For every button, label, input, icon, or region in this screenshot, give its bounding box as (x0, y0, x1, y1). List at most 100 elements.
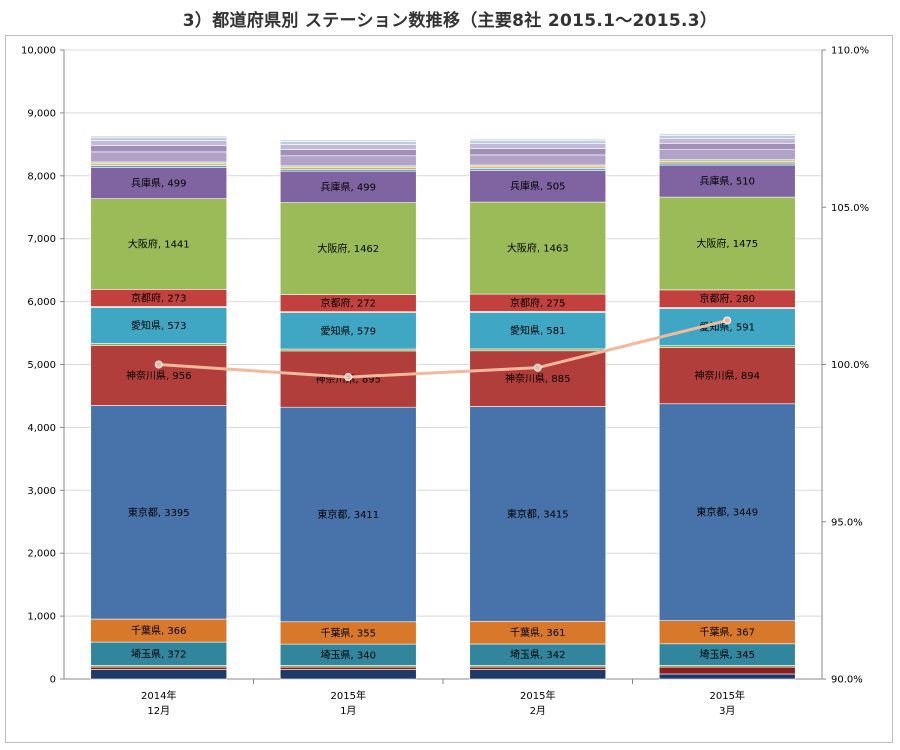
data-label: 埼玉県, 342 (510, 648, 565, 661)
bar-segment-other (658, 133, 796, 136)
bar-segment-other (90, 145, 228, 153)
bar-segment-other (469, 143, 607, 149)
bar-segment-other (658, 149, 796, 160)
x-tick-label: 2015年 (331, 689, 366, 702)
bar-segment-other (279, 669, 417, 680)
chart-title: 3）都道府県別 ステーション数推移（主要8社 2015.1〜2015.3） (182, 11, 718, 31)
bar-segment-other (658, 666, 796, 675)
bar-segment-大阪府 (658, 196, 796, 291)
bar-segment-愛知県 (469, 312, 607, 350)
data-label: 神奈川県, 956 (126, 369, 191, 382)
bar-segment-愛知県 (90, 307, 228, 344)
y-tick-label: 1,000 (27, 612, 56, 623)
bar-segment-other (90, 135, 228, 139)
bar-segment-other (469, 669, 607, 680)
data-label: 愛知県, 579 (321, 324, 376, 337)
data-label: 埼玉県, 345 (700, 648, 755, 661)
y-tick-label: 9,000 (27, 108, 56, 119)
bar-segment-other (658, 143, 796, 150)
y2-tick-label: 95.0% (831, 517, 863, 528)
bar-segment-大阪府 (90, 198, 228, 290)
line-point (344, 373, 353, 382)
data-label: 千葉県, 366 (131, 624, 186, 637)
x-tick-label: 2015年 (520, 689, 555, 702)
line-series (158, 319, 728, 379)
data-label: 千葉県, 361 (510, 626, 565, 639)
bar-segment-東京都 (279, 406, 417, 623)
bar-segment-東京都 (469, 406, 607, 622)
y2-tick-label: 105.0% (831, 203, 869, 214)
y-tick-label: 5,000 (27, 360, 56, 371)
line-point (154, 360, 163, 369)
bar-segment-other (279, 141, 417, 145)
bar-segment-other (469, 154, 607, 166)
y2-tick-label: 100.0% (831, 360, 869, 371)
y-tick-label: 10,000 (21, 46, 56, 57)
bar-segment-other (469, 138, 607, 142)
y-tick-label: 2,000 (27, 549, 56, 560)
bar-segment-愛知県 (658, 308, 796, 346)
bar-segment-兵庫県 (658, 164, 796, 198)
y2-tick-label: 110.0% (831, 46, 869, 57)
data-label: 大阪府, 1475 (696, 237, 758, 250)
y-tick-label: 6,000 (27, 297, 56, 308)
x-tick-label: 2014年 (141, 689, 176, 702)
bar-segment-other (279, 149, 417, 157)
bar-segment-東京都 (90, 405, 228, 620)
x-tick-label: 2月 (530, 705, 546, 717)
y-tick-label: 0 (50, 675, 56, 686)
data-label: 東京都, 3411 (317, 508, 379, 521)
bar-segment-other (279, 139, 417, 142)
y2-tick-label: 90.0% (831, 675, 863, 686)
line-point (533, 363, 542, 372)
bar-segment-神奈川県 (90, 345, 228, 406)
data-label: 大阪府, 1462 (317, 242, 379, 255)
data-label: 神奈川県, 894 (695, 369, 760, 382)
data-label: 埼玉県, 340 (321, 648, 376, 661)
data-label: 京都府, 280 (700, 292, 755, 305)
data-label: 大阪府, 1463 (507, 242, 569, 255)
bar-segment-other (90, 137, 228, 141)
bar-segment-other (90, 669, 228, 680)
data-label: 東京都, 3449 (696, 506, 758, 519)
y-tick-label: 3,000 (27, 486, 56, 497)
bar-segment-other (658, 138, 796, 144)
bar-segment-other (90, 666, 228, 670)
bar-segment-other (279, 666, 417, 670)
bar-segment-other (658, 135, 796, 139)
bar-segment-other (279, 144, 417, 150)
bar-segment-大阪府 (279, 202, 417, 295)
data-label: 兵庫県, 499 (131, 177, 186, 190)
y-tick-label: 7,000 (27, 234, 56, 245)
bar-segment-神奈川県 (469, 350, 607, 407)
bar-segment-other (90, 140, 228, 146)
data-label: 兵庫県, 499 (321, 180, 376, 193)
data-label: 千葉県, 355 (321, 626, 376, 639)
data-label: 東京都, 3395 (128, 506, 190, 519)
data-label: 愛知県, 581 (510, 324, 565, 337)
bar-segment-other (469, 666, 607, 670)
data-label: 愛知県, 573 (131, 319, 186, 332)
data-label: 兵庫県, 505 (510, 180, 565, 193)
y-tick-label: 4,000 (27, 423, 56, 434)
bar-segment-other (658, 673, 796, 680)
data-label: 兵庫県, 510 (700, 175, 755, 188)
bar-segment-other (279, 155, 417, 167)
bar-segment-兵庫県 (279, 170, 417, 203)
x-tick-label: 2015年 (710, 689, 745, 702)
data-label: 東京都, 3415 (507, 507, 569, 520)
bar-segment-兵庫県 (469, 170, 607, 203)
data-label: 京都府, 273 (131, 291, 186, 304)
data-label: 大阪府, 1441 (128, 238, 190, 251)
data-label: 京都府, 272 (321, 297, 376, 310)
bar-segment-愛知県 (279, 312, 417, 350)
data-label: 神奈川県, 885 (505, 372, 570, 385)
bar-segment-other (90, 151, 228, 163)
data-label: 千葉県, 367 (700, 626, 755, 639)
data-label: 埼玉県, 372 (131, 647, 186, 660)
bar-segment-大阪府 (469, 201, 607, 295)
bar-segment-other (469, 148, 607, 156)
x-tick-label: 12月 (147, 705, 170, 717)
